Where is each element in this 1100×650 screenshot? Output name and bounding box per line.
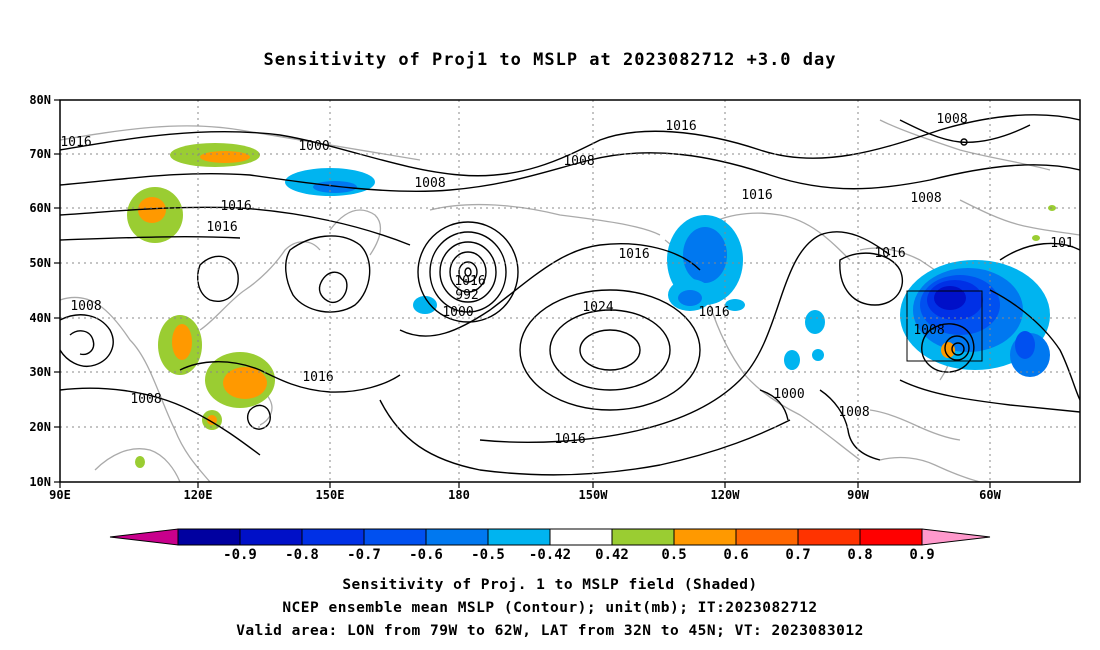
contour-label: 1008 — [838, 405, 869, 420]
contour-label: 1016 — [206, 220, 237, 235]
valid-area-box — [906, 290, 983, 362]
contour-label: 1008 — [910, 191, 941, 206]
lon-label: 90W — [847, 488, 869, 502]
contour-label: 1008 — [563, 154, 594, 169]
colorbar-box — [797, 528, 861, 546]
contour-label: 1016 — [665, 119, 696, 134]
contour-label: 1000 — [298, 139, 329, 154]
axis-ticks — [54, 99, 991, 488]
contour-label: 1008 — [913, 323, 944, 338]
contour-label: 1008 — [414, 176, 445, 191]
contour-label: 1016 — [874, 246, 905, 261]
colorbar-box — [735, 528, 799, 546]
colorbar-min-arrow — [109, 528, 179, 546]
lon-label: 150W — [579, 488, 609, 502]
contour-label: 101 — [1050, 236, 1073, 251]
caption-line-3: Valid area: LON from 79W to 62W, LAT fro… — [236, 623, 864, 639]
colorbar-box — [177, 528, 241, 546]
colorbar-tick-label: -0.7 — [347, 547, 381, 563]
colorbar-box — [239, 528, 303, 546]
colorbar: -0.9 -0.8 -0.7 -0.6 -0.5 -0.42 0.42 0.5 0.6 0.7 0.… — [109, 528, 991, 563]
colorbar-tick-label: 0.6 — [723, 547, 748, 563]
map-frame — [59, 99, 1081, 483]
colorbar-tick-label: -0.6 — [409, 547, 443, 563]
lat-label: 20N — [29, 420, 51, 434]
lon-axis-labels: 90E 120E 150E 180 150W 120W 90W 60W — [49, 488, 1001, 502]
contour-label: 1016 — [618, 247, 649, 262]
lon-label: 150E — [316, 488, 345, 502]
contour-label: 1008 — [130, 392, 161, 407]
contour-label: 1016 — [60, 135, 91, 150]
contour-label: 1008 — [70, 299, 101, 314]
contour-label: 1016 — [741, 188, 772, 203]
mslp-contours — [60, 114, 1080, 476]
contour-label: 1024 — [582, 300, 613, 315]
contour-label: 1016 — [698, 305, 729, 320]
colorbar-box — [425, 528, 489, 546]
caption-line-2: NCEP ensemble mean MSLP (Contour); unit(… — [282, 600, 818, 616]
colorbar-box — [549, 528, 613, 546]
contour-label: 1000 — [442, 305, 473, 320]
contour-label: 1000 — [773, 387, 804, 402]
colorbar-box — [487, 528, 551, 546]
lon-label: 90E — [49, 488, 71, 502]
contour-label: 1016 — [454, 274, 485, 289]
colorbar-tick-label: -0.5 — [471, 547, 505, 563]
lat-axis-labels: 80N 70N 60N 50N 40N 30N 20N 10N — [29, 93, 51, 489]
contour-label: 1016 — [220, 199, 251, 214]
colorbar-tick-label: 0.42 — [595, 547, 629, 563]
colorbar-box — [363, 528, 427, 546]
captions: Sensitivity of Proj. 1 to MSLP field (Sh… — [0, 574, 1100, 643]
contour-label: 1008 — [936, 112, 967, 127]
contour-label: 992 — [455, 288, 478, 303]
sensitivity-shading — [127, 143, 1056, 468]
colorbar-box — [301, 528, 365, 546]
contour-label: 1016 — [554, 432, 585, 447]
colorbar-box — [673, 528, 737, 546]
gridlines — [60, 100, 1080, 482]
lon-label: 180 — [448, 488, 470, 502]
colorbar-box — [611, 528, 675, 546]
lon-label: 60W — [979, 488, 1001, 502]
colorbar-box — [859, 528, 923, 546]
contour-labels: 1016 100010081016101610081016100810009921… — [60, 112, 1073, 447]
colorbar-tick-label: -0.8 — [285, 547, 319, 563]
lat-label: 40N — [29, 311, 51, 325]
colorbar-tick-label: -0.42 — [529, 547, 571, 563]
map-title: Sensitivity of Proj1 to MSLP at 20230827… — [263, 50, 837, 70]
lon-label: 120W — [711, 488, 741, 502]
lat-label: 50N — [29, 256, 51, 270]
caption-line-1: Sensitivity of Proj. 1 to MSLP field (Sh… — [342, 577, 758, 593]
lat-label: 30N — [29, 365, 51, 379]
colorbar-tick-label: 0.5 — [661, 547, 686, 563]
lat-label: 60N — [29, 201, 51, 215]
lat-label: 80N — [29, 93, 51, 107]
colorbar-tick-label: -0.9 — [223, 547, 257, 563]
lat-label: 70N — [29, 147, 51, 161]
colorbar-tick-label: 0.9 — [909, 547, 934, 563]
lat-label: 10N — [29, 475, 51, 489]
colorbar-tick-label: 0.7 — [785, 547, 810, 563]
lon-label: 120E — [184, 488, 213, 502]
colorbar-tick-label: 0.8 — [847, 547, 872, 563]
colorbar-max-arrow — [921, 528, 991, 546]
contour-label: 1016 — [302, 370, 333, 385]
coastlines — [60, 119, 1080, 482]
